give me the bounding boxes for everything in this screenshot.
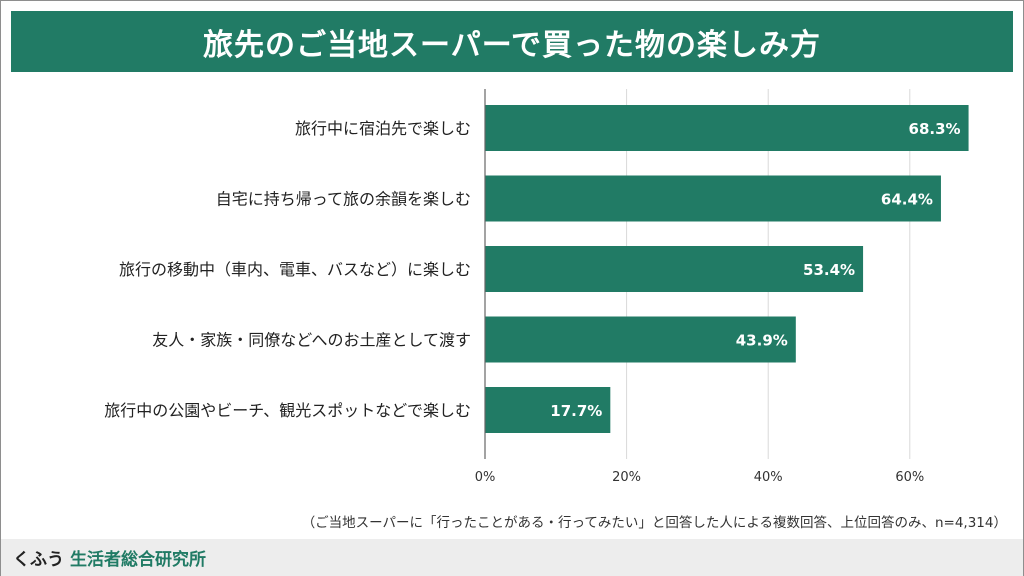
x-tick-label: 0% bbox=[475, 470, 496, 485]
chart-title: 旅先のご当地スーパーで買った物の楽しみ方 bbox=[203, 27, 821, 63]
bar-value-label: 68.3% bbox=[909, 120, 961, 138]
bar-value-label: 64.4% bbox=[881, 191, 933, 209]
category-label: 旅行中に宿泊先で楽しむ bbox=[295, 119, 471, 138]
x-tick-label: 40% bbox=[754, 470, 783, 485]
bar bbox=[485, 175, 941, 222]
bar-value-label: 43.9% bbox=[736, 332, 788, 350]
category-label: 自宅に持ち帰って旅の余韻を楽しむ bbox=[216, 190, 471, 209]
bar bbox=[485, 387, 611, 433]
survey-note: （ご当地スーパーに「行ったことがある・行ってみたい」と回答した人による複数回答、… bbox=[301, 515, 1007, 531]
title-banner: 旅先のご当地スーパーで買った物の楽しみ方 bbox=[11, 11, 1013, 72]
category-label: 旅行の移動中（車内、電車、バスなど）に楽しむ bbox=[119, 260, 471, 279]
bar bbox=[485, 105, 969, 151]
bar-chart: 68.3% 旅行中に宿泊先で楽しむ 64.4% 自宅に持ち帰って旅の余韻を楽しむ 53.… bbox=[104, 89, 969, 485]
x-tick-label: 20% bbox=[612, 470, 641, 485]
organization-name: 生活者総合研究所 bbox=[70, 550, 206, 570]
bar-value-label: 53.4% bbox=[803, 261, 855, 279]
category-label: 友人・家族・同僚などへのお土産として渡す bbox=[152, 331, 471, 350]
category-label: 旅行中の公園やビーチ、観光スポットなどで楽しむ bbox=[104, 401, 471, 420]
x-tick-label: 60% bbox=[895, 470, 924, 485]
bar-value-label: 17.7% bbox=[550, 402, 602, 420]
footer-bar: くふう 生活者総合研究所 bbox=[1, 539, 1023, 576]
brand-logo-text: くふう bbox=[13, 550, 64, 570]
bar bbox=[485, 316, 796, 363]
bar bbox=[485, 246, 864, 292]
